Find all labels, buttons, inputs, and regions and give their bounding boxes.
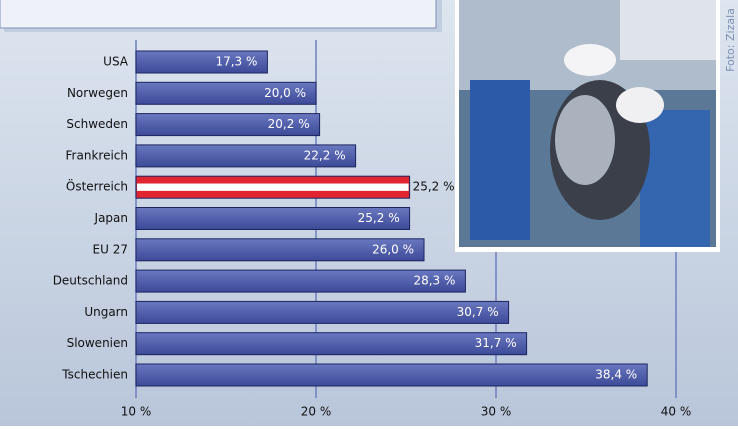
photo-machine	[470, 80, 530, 240]
x-tick-label: 20 %	[301, 405, 332, 419]
bar	[135, 300, 510, 324]
y-tick-label: USA	[103, 55, 129, 69]
photo-machine	[640, 110, 710, 247]
y-tick-label: Japan	[94, 211, 128, 225]
bar-stripe	[137, 183, 409, 191]
value-label: 22,2 %	[304, 148, 346, 162]
y-tick-label: Norwegen	[67, 86, 128, 100]
value-label: 25,2 %	[413, 180, 455, 194]
value-label: 25,2 %	[358, 211, 400, 225]
bar	[135, 50, 268, 74]
y-tick-label: Frankreich	[66, 148, 128, 162]
x-tick-label: 30 %	[481, 405, 512, 419]
value-label: 38,4 %	[595, 368, 637, 382]
value-label: 30,7 %	[457, 305, 499, 319]
y-tick-label: EU 27	[93, 242, 128, 256]
y-tick-label: Slowenien	[67, 336, 128, 350]
y-tick-label: Österreich	[66, 178, 128, 194]
value-label: 17,3 %	[215, 55, 257, 69]
photo-credit: Foto: Zizala	[724, 8, 737, 72]
bar	[135, 81, 317, 105]
x-tick-label: 40 %	[661, 405, 692, 419]
y-tick-label: Schweden	[66, 117, 128, 131]
bar	[135, 113, 321, 137]
y-tick-label: Ungarn	[84, 305, 128, 319]
y-tick-label: Deutschland	[53, 274, 128, 288]
photo-object	[555, 95, 615, 185]
photo-glove	[564, 44, 616, 76]
value-label: 26,0 %	[372, 242, 414, 256]
photo	[455, 0, 720, 252]
value-label: 20,2 %	[268, 117, 310, 131]
title-box	[0, 0, 437, 29]
bar	[135, 144, 357, 168]
bar	[135, 207, 411, 230]
bar	[135, 363, 648, 387]
value-label: 31,7 %	[475, 336, 517, 350]
photo-sleeve	[620, 0, 716, 60]
bar	[135, 238, 425, 262]
bar	[135, 332, 528, 356]
photo-glove	[616, 87, 664, 123]
y-tick-label: Tschechien	[61, 368, 128, 382]
value-label: 20,0 %	[264, 86, 306, 100]
bar	[135, 269, 466, 293]
value-label: 28,3 %	[413, 274, 455, 288]
x-tick-label: 10 %	[121, 405, 152, 419]
